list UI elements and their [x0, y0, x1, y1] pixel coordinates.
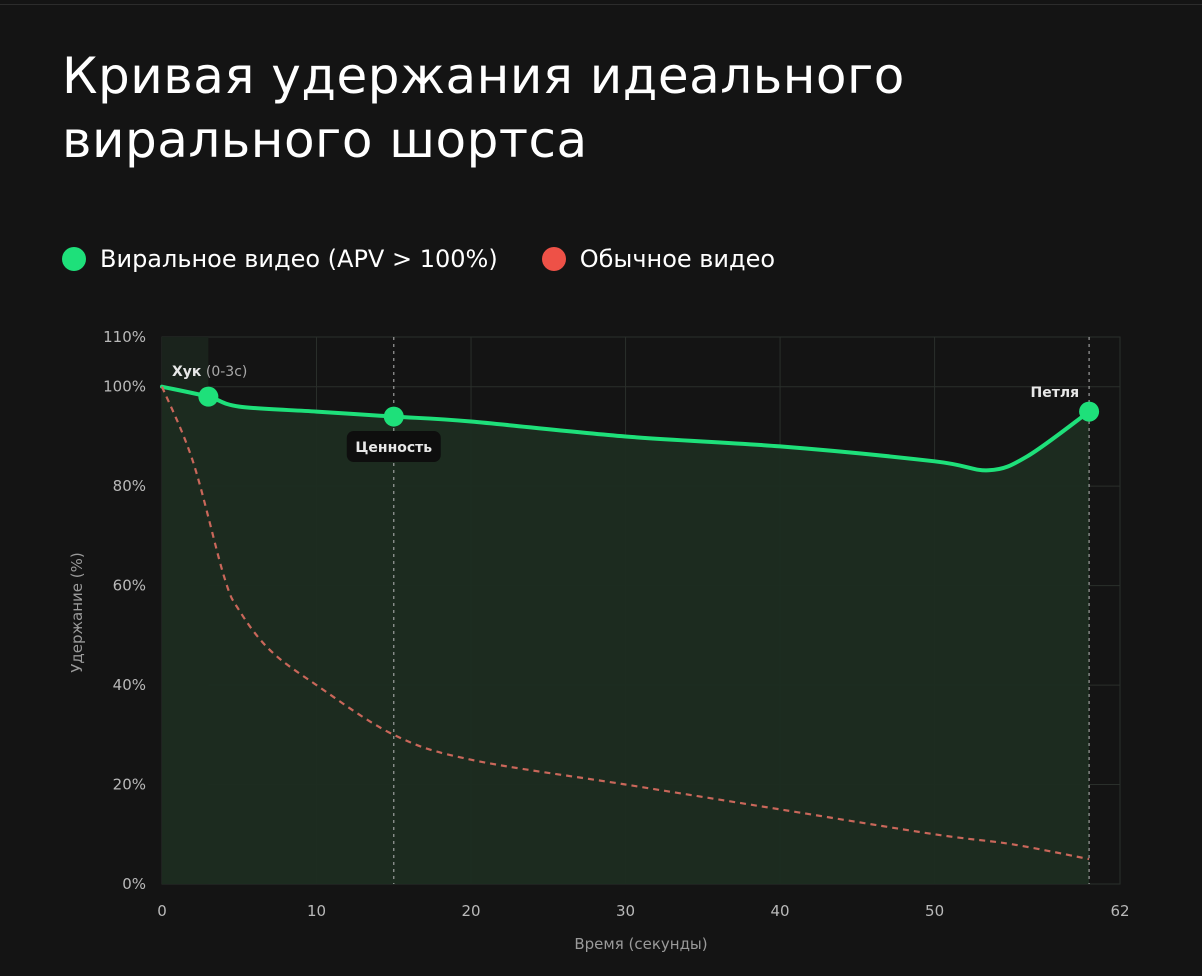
chart-legend: Виральное видео (APV > 100%) Обычное вид…: [62, 240, 775, 278]
legend-label-normal: Обычное видео: [579, 245, 776, 273]
annotation-label-value: Ценность: [355, 440, 432, 456]
window-top-border: [0, 0, 1202, 5]
x-tick-label: 30: [616, 902, 635, 920]
legend-item-normal[interactable]: Обычное видео: [541, 245, 776, 273]
y-tick-label: 100%: [103, 378, 146, 396]
legend-dot-viral-icon: [62, 247, 86, 271]
y-tick-label: 20%: [113, 776, 146, 794]
x-tick-label: 10: [307, 902, 326, 920]
legend-item-viral[interactable]: Виральное видео (APV > 100%): [62, 245, 498, 273]
y-tick-label: 110%: [103, 328, 146, 346]
annotation-label-hook: Хук (0-3с): [172, 364, 247, 380]
annotation-label-hook-main: Хук: [172, 364, 202, 380]
annotation-point-loop: [1079, 401, 1100, 422]
x-axis-title: Время (секунды): [574, 935, 707, 953]
chart-title: Кривая удержания идеального вирального ш…: [62, 47, 905, 169]
x-tick-label: 20: [461, 902, 480, 920]
annotation-label-hook-range: (0-3с): [201, 364, 247, 380]
annotation-point-hook: [198, 386, 219, 407]
y-tick-label: 80%: [113, 477, 146, 495]
series-line-normal: [160, 386, 1090, 861]
x-tick-label: 50: [925, 902, 944, 920]
annotation-point-value: [383, 406, 404, 427]
legend-dot-normal-icon: [541, 247, 566, 271]
legend-label-viral: Виральное видео (APV > 100%): [100, 245, 498, 273]
annotation-pill-value: [346, 431, 441, 462]
annotation-label-loop: Петля: [1031, 385, 1080, 401]
marker-layer: [393, 337, 1090, 884]
series-layer: [160, 384, 1092, 861]
tick-layer: 0% 20% 40% 60% 80% 100% 110% 0 10 20 30 40 50 62: [103, 328, 1129, 920]
x-tick-label: 40: [771, 902, 790, 920]
series-area-viral: [162, 386, 1090, 884]
y-tick-label: 40%: [113, 676, 146, 694]
annotation-layer: Хук (0-3с) Ценность Петля: [172, 364, 1079, 462]
x-tick-label: 0: [157, 902, 167, 920]
x-tick-label: 62: [1110, 902, 1129, 920]
y-tick-label: 0%: [122, 875, 146, 893]
point-layer: [198, 386, 1100, 427]
y-tick-label: 60%: [113, 577, 146, 595]
series-line-viral: [160, 384, 1092, 473]
y-axis-title: Удержание (%): [68, 552, 86, 672]
